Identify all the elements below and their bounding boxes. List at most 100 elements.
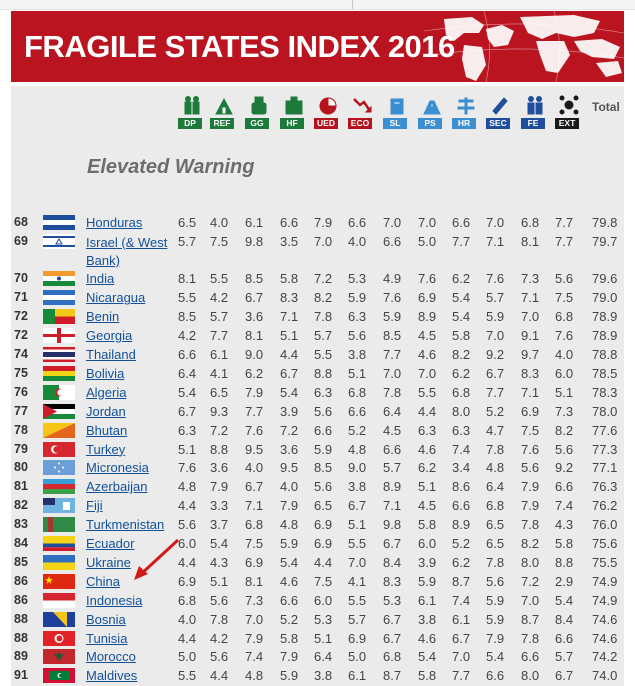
score-cell: 7.5: [210, 233, 229, 249]
score-cell: 8.1: [178, 271, 197, 287]
score-cell: 6.3: [348, 309, 367, 325]
score-cell: 4.5: [418, 328, 437, 344]
flag-icon: [43, 422, 75, 438]
country-link[interactable]: Benin: [86, 309, 120, 325]
score-cell: 4.0: [348, 233, 367, 249]
score-cell: 7.2: [280, 422, 299, 438]
indicator-gg: GG: [245, 95, 273, 132]
country-link[interactable]: Bosnia: [86, 611, 126, 627]
score-cell: 5.6: [210, 592, 229, 608]
total-cell: 79.8: [592, 215, 618, 230]
total-cell: 74.0: [592, 668, 618, 684]
score-cell: 5.3: [314, 611, 333, 627]
score-cell: 9.0: [245, 347, 264, 362]
score-cell: 7.7: [452, 668, 471, 684]
indicator-label: REF: [210, 118, 234, 129]
country-link[interactable]: China: [86, 573, 120, 589]
total-cell: 74.6: [592, 630, 618, 646]
indicator-dp: DP: [178, 95, 206, 132]
table-row: 86 China 6.9 5.1 8.1 4.6 7.5 4.1 8.3 5.9 8.7 5.6 7.2…: [0, 573, 635, 592]
gg-icon: [251, 96, 267, 115]
indicator-ued: UED: [314, 95, 342, 132]
score-cell: 7.0: [245, 611, 264, 627]
score-cell: 8.9: [452, 517, 471, 533]
table-row: 84 Ecuador 6.0 5.4 7.5 5.9 6.9 5.5 6.7 6.0 5.2 6.5 8…: [0, 536, 635, 554]
rank-cell: 91: [14, 668, 28, 683]
score-cell: 5.7: [383, 460, 402, 476]
country-link[interactable]: Israel (& West Bank): [86, 234, 168, 268]
country-link[interactable]: Fiji: [86, 498, 103, 514]
score-cell: 4.8: [245, 668, 264, 684]
rank-cell: 72: [14, 309, 28, 324]
score-cell: 5.4: [555, 592, 574, 608]
score-cell: 5.1: [555, 384, 574, 400]
country-link[interactable]: Turkey: [86, 441, 126, 457]
score-cell: 8.0: [521, 668, 540, 684]
score-cell: 4.4: [178, 630, 197, 646]
score-cell: 6.9: [314, 536, 333, 551]
score-cell: 6.5: [314, 498, 333, 514]
country-link[interactable]: Ukraine: [86, 554, 131, 570]
score-cell: 7.0: [521, 309, 540, 325]
country-link[interactable]: Azerbaijan: [86, 479, 148, 495]
score-cell: 6.1: [348, 668, 367, 684]
score-cell: 4.8: [486, 460, 505, 476]
table-row: 91 Maldives 5.5 4.4 4.8 5.9 3.8 6.1 8.7 5.8 7.7 6.6…: [0, 668, 635, 686]
country-link[interactable]: Morocco: [86, 649, 136, 665]
score-cell: 9.2: [486, 347, 505, 362]
table-row: 69 Israel (& West Bank) 5.7 7.5 9.8 3.5 7.0 4.0…: [0, 233, 635, 268]
score-cell: 3.6: [280, 441, 299, 457]
score-cell: 8.1: [245, 328, 264, 344]
score-cell: 4.6: [418, 441, 437, 457]
score-cell: 4.6: [418, 630, 437, 646]
score-cell: 7.9: [280, 498, 299, 514]
country-link[interactable]: Tunisia: [86, 630, 128, 646]
score-cell: 3.3: [210, 498, 229, 514]
country-link[interactable]: Nicaragua: [86, 290, 146, 306]
score-cell: 4.4: [178, 498, 197, 514]
country-link[interactable]: Indonesia: [86, 592, 143, 608]
country-link[interactable]: Bolivia: [86, 365, 125, 381]
indicator-sec: SEC: [486, 95, 514, 132]
score-cell: 7.7: [486, 384, 505, 400]
divider: [352, 0, 353, 9]
country-link[interactable]: Georgia: [86, 328, 133, 344]
score-cell: 8.5: [245, 271, 264, 287]
country-link[interactable]: Micronesia: [86, 460, 149, 476]
score-cell: 4.8: [280, 517, 299, 533]
score-cell: 5.0: [418, 233, 437, 249]
flag-icon: [43, 384, 75, 400]
ext-icon: [559, 95, 579, 115]
country-link[interactable]: Jordan: [86, 403, 126, 419]
score-cell: 7.0: [486, 328, 505, 344]
score-cell: 7.1: [280, 309, 299, 325]
indicator-ps: PS: [418, 95, 446, 132]
rank-cell: 89: [14, 649, 28, 664]
score-cell: 7.2: [210, 422, 229, 438]
country-link[interactable]: Algeria: [86, 384, 127, 400]
score-cell: 6.8: [245, 517, 264, 533]
score-cell: 6.2: [245, 365, 264, 381]
score-cell: 6.6: [486, 668, 505, 684]
rank-cell: 84: [14, 536, 28, 550]
country-link[interactable]: Bhutan: [86, 422, 128, 438]
country-link[interactable]: Ecuador: [86, 536, 135, 551]
score-cell: 7.5: [555, 290, 574, 306]
score-cell: 5.7: [178, 233, 197, 249]
score-cell: 7.9: [280, 649, 299, 665]
table-row: 88 Tunisia 4.4 4.2 7.9 5.8 5.1 6.9 6.7 4.6 6.7 7.9 7…: [0, 630, 635, 649]
country-link[interactable]: India: [86, 271, 115, 287]
score-cell: 7.1: [383, 498, 402, 514]
score-cell: 5.6: [314, 479, 333, 495]
country-link[interactable]: Maldives: [86, 668, 138, 684]
country-link[interactable]: Thailand: [86, 347, 136, 362]
rank-cell: 69: [14, 233, 28, 248]
score-cell: 5.0: [348, 649, 367, 665]
flag-icon: [43, 271, 75, 287]
flag-icon: [43, 309, 75, 325]
score-cell: 6.6: [314, 422, 333, 438]
rank-cell: 76: [14, 384, 28, 399]
score-cell: 9.1: [521, 328, 540, 344]
country-link[interactable]: Honduras: [86, 215, 143, 230]
country-link[interactable]: Turkmenistan: [86, 517, 165, 533]
